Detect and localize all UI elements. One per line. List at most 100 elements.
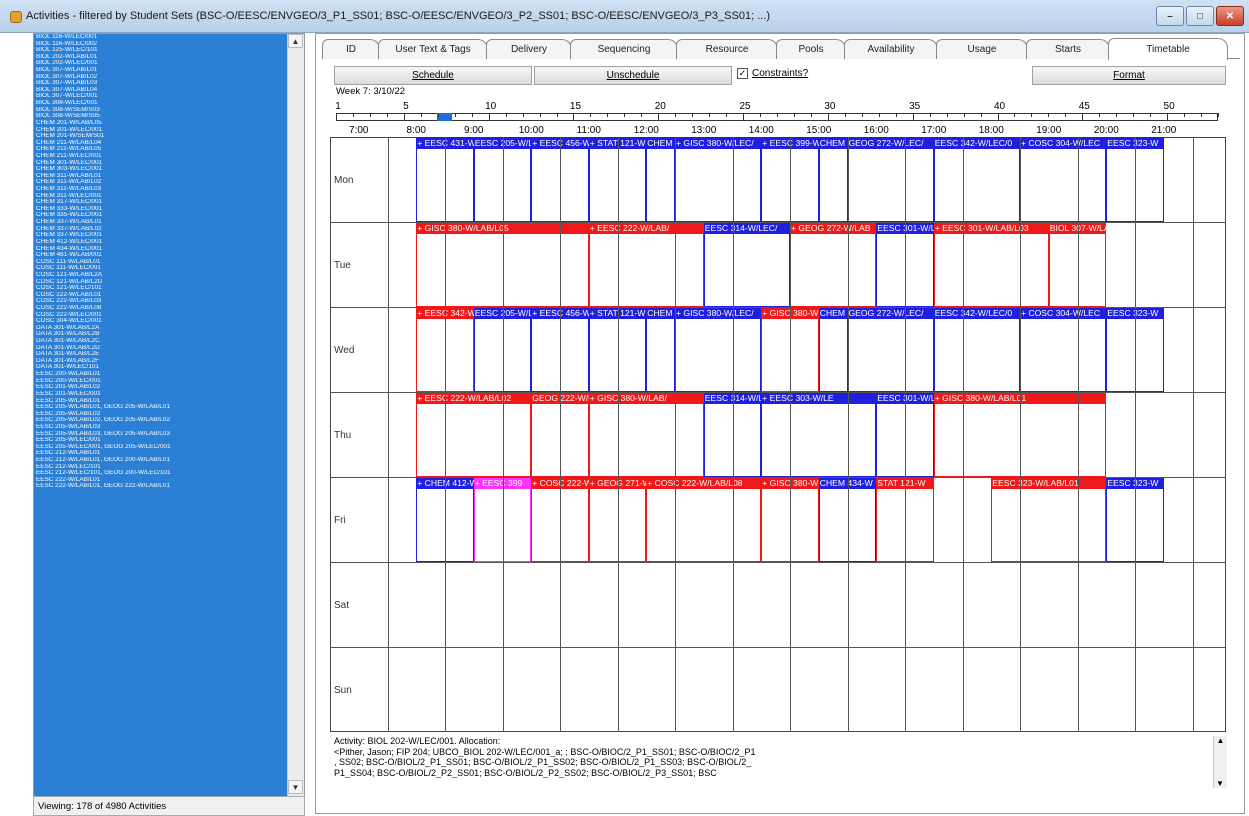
list-item[interactable]: BIOL 116-W/LEC/001 — [36, 34, 98, 40]
list-item[interactable]: EESC 201-W/LEC/001 — [36, 390, 101, 397]
list-item[interactable]: BIOL 307-W/LAB/L02 — [36, 73, 98, 80]
list-item[interactable]: BIOL 116-W/LEC/002 — [36, 40, 98, 47]
list-item[interactable]: DATA 301-W/LAB/L2E — [36, 351, 100, 358]
info-scroll-up-icon[interactable]: ▲ — [1216, 736, 1225, 745]
list-item[interactable]: CHEM 201-W/LAB/L05 — [36, 119, 102, 126]
event-label[interactable]: + GISC 380-W/LAB/ — [588, 393, 704, 404]
list-item[interactable]: EESC 212-W/LEC/101 — [36, 463, 101, 470]
event-label[interactable]: CHEM — [646, 138, 675, 149]
list-item[interactable]: EESC 212-W/LAB/L01 — [36, 450, 101, 457]
tab-availability[interactable]: Availability — [844, 39, 938, 59]
list-item[interactable]: CHEM 337-W/LEC/001 — [36, 232, 103, 239]
list-scrollbar[interactable]: ▲ ▼ — [287, 34, 304, 796]
checkbox-check-icon[interactable]: ✓ — [737, 68, 748, 79]
list-item[interactable]: COSC 111-W/LAB/L01 — [36, 258, 101, 265]
list-item[interactable]: CHEM 311-W/LAB/L01 — [36, 172, 102, 179]
event-label[interactable]: + EESC 222-W/LAB/L02 — [416, 393, 532, 404]
list-item[interactable]: EESC 205-W/LAB/L03 — [36, 423, 101, 430]
list-item[interactable]: DATA 301-W/LAB/L2F — [36, 357, 99, 364]
tab-delivery[interactable]: Delivery — [486, 39, 572, 59]
minimize-button[interactable]: – — [1156, 6, 1184, 26]
close-button[interactable]: ✕ — [1216, 6, 1244, 26]
list-item[interactable]: CHEM 311-W/LEC/001 — [36, 192, 102, 199]
tab-sequencing[interactable]: Sequencing — [570, 39, 678, 59]
list-item[interactable]: COSC 111-W/LEC/001 — [36, 265, 101, 272]
tab-timetable[interactable]: Timetable — [1108, 38, 1228, 60]
event-label[interactable]: + EESC 222-W/LAB/ — [588, 223, 704, 234]
list-item[interactable]: COSC 222-W/LAB/L08 — [36, 304, 102, 311]
scroll-up-icon[interactable]: ▲ — [288, 34, 303, 48]
list-item[interactable]: EESC 205-W/LEC/001 — [36, 437, 101, 444]
list-item[interactable]: CHEM 434-W/LEC/001 — [36, 245, 103, 252]
event-label[interactable]: CHEM — [646, 308, 675, 319]
list-item[interactable]: EESC 222-W/LAB/L01 — [36, 476, 101, 483]
schedule-button[interactable]: Schedule — [334, 66, 532, 85]
list-item[interactable]: EESC 201-W/LAB/L02 — [36, 384, 101, 391]
list-item[interactable]: CHEM 335-W/LEC/001 — [36, 212, 103, 219]
list-item[interactable]: BIOL 308-W/SEM/S03 — [36, 106, 100, 113]
tab-id[interactable]: ID — [322, 39, 380, 59]
event-label[interactable]: EESC 323-W/LAB/L01 — [991, 478, 1107, 489]
list-item[interactable]: CHEM 201-W/SEM/S01 — [36, 133, 105, 140]
list-item[interactable]: BIOL 202-W/LEC/001 — [36, 60, 98, 67]
tab-usage[interactable]: Usage — [936, 39, 1028, 59]
list-item[interactable]: COSC 222-W/LAB/L01 — [36, 291, 102, 298]
tab-starts[interactable]: Starts — [1026, 39, 1110, 59]
list-item[interactable]: EESC 222-W/LAB/L01, GEOG 222-W/LAB/L01 — [36, 483, 170, 490]
event-label[interactable]: GEOG 272-W/LEC/ — [847, 138, 934, 149]
list-item[interactable]: COSC 121-W/LAB/L2D — [36, 278, 103, 285]
list-item[interactable]: COSC 222-W/LEC/001 — [36, 311, 102, 318]
event-label[interactable]: CHEM — [818, 308, 848, 319]
list-item[interactable]: BIOL 202-W/LAB/L01 — [36, 53, 98, 60]
list-item[interactable]: COSC 121-W/LEC/101 — [36, 285, 102, 292]
list-item[interactable]: DATA 301-W/LAB/L2A — [36, 324, 100, 331]
event-label[interactable]: EESC 342-W/LEC/0 — [933, 138, 1020, 149]
list-item[interactable]: EESC 205-W/LAB/L02 — [36, 410, 101, 417]
list-item[interactable]: COSC 121-W/LAB/L2A — [36, 271, 103, 278]
event-label[interactable]: + EESC 301-W/LAB/L03 — [933, 223, 1049, 234]
event-label[interactable]: EESC 342-W/LEC/0 — [933, 308, 1020, 319]
event-label[interactable]: GEOG 272-W/LEC/ — [847, 308, 934, 319]
info-scrollbar[interactable]: ▲ ▼ — [1213, 736, 1227, 788]
list-item[interactable]: EESC 200-W/LAB/L01 — [36, 371, 101, 378]
unschedule-button[interactable]: Unschedule — [534, 66, 732, 85]
list-item[interactable]: BIOL 308-W/SEM/S05 — [36, 113, 100, 120]
list-item[interactable]: CHEM 303-W/LEC/001 — [36, 166, 103, 173]
scroll-down-icon[interactable]: ▼ — [288, 780, 303, 794]
event-label[interactable]: CHEM — [818, 138, 848, 149]
event-label[interactable]: + COSC 304-W/LEC — [1020, 138, 1107, 149]
list-item[interactable]: CHEM 211-W/LAB/L04 — [36, 139, 102, 146]
list-item[interactable]: EESC 200-W/LEC/001 — [36, 377, 101, 384]
list-item[interactable]: CHEM 211-W/LAB/L05 — [36, 146, 102, 153]
event-label[interactable]: EESC 314-W/LEC/ — [703, 223, 790, 234]
list-item[interactable]: BIOL 307-W/LAB/L04 — [36, 86, 98, 93]
list-item[interactable]: DATA 301-W/LEC/101 — [36, 364, 99, 371]
tab-pools[interactable]: Pools — [776, 39, 846, 59]
list-item[interactable]: CHEM 211-W/LEC/001 — [36, 152, 102, 159]
current-week-marker[interactable] — [437, 113, 452, 121]
list-item[interactable]: BIOL 308-W/LEC/001 — [36, 100, 98, 107]
event-label[interactable]: + GISC 380-W/LEC/ — [675, 138, 762, 149]
list-item[interactable]: BIOL 125-W/LEC/101 — [36, 47, 98, 54]
event-label[interactable]: + COSC 222-W/LAB/L08 — [646, 478, 762, 489]
list-item[interactable]: BIOL 307-W/LEC/001 — [36, 93, 98, 100]
tab-resource[interactable]: Resource — [676, 39, 778, 59]
list-item[interactable]: DATA 301-W/LAB/L2D — [36, 344, 100, 351]
list-item[interactable]: CHEM 317-W/LEC/001 — [36, 199, 103, 206]
event-label[interactable]: + COSC 304-W/LEC — [1020, 308, 1107, 319]
list-item[interactable]: CHEM 337-W/LAB/L02 — [36, 225, 102, 232]
list-item[interactable]: CHEM 301-W/LEC/001 — [36, 159, 103, 166]
info-scroll-down-icon[interactable]: ▼ — [1216, 779, 1224, 788]
list-item[interactable]: COSC 304-W/LEC/001 — [36, 318, 102, 325]
maximize-button[interactable]: □ — [1186, 6, 1214, 26]
list-item[interactable]: BIOL 307-W/LAB/L01 — [36, 67, 98, 74]
list-item[interactable]: CHEM 412-W/LEC/001 — [36, 238, 103, 245]
format-button[interactable]: Format — [1032, 66, 1226, 85]
event-label[interactable]: + EESC 303-W/LE — [761, 393, 877, 404]
list-item[interactable]: DATA 301-W/LAB/L2B — [36, 331, 100, 338]
activities-list[interactable]: BIOL 116-W/LEC/001 BIOL 116-W/LEC/002 BIOL… — [34, 34, 287, 796]
list-item[interactable]: EESC 205-W/LAB/L01, GEOG 205-W/LAB/L01 — [36, 404, 170, 411]
list-item[interactable]: EESC 205-W/LAB/L03, GEOG 205-W/LAB/L03 — [36, 430, 170, 437]
list-item[interactable]: CHEM 311-W/LAB/L03 — [36, 186, 102, 193]
list-item[interactable]: EESC 205-W/LEC/001, GEOG 205-W/LEC/001 — [36, 443, 171, 450]
